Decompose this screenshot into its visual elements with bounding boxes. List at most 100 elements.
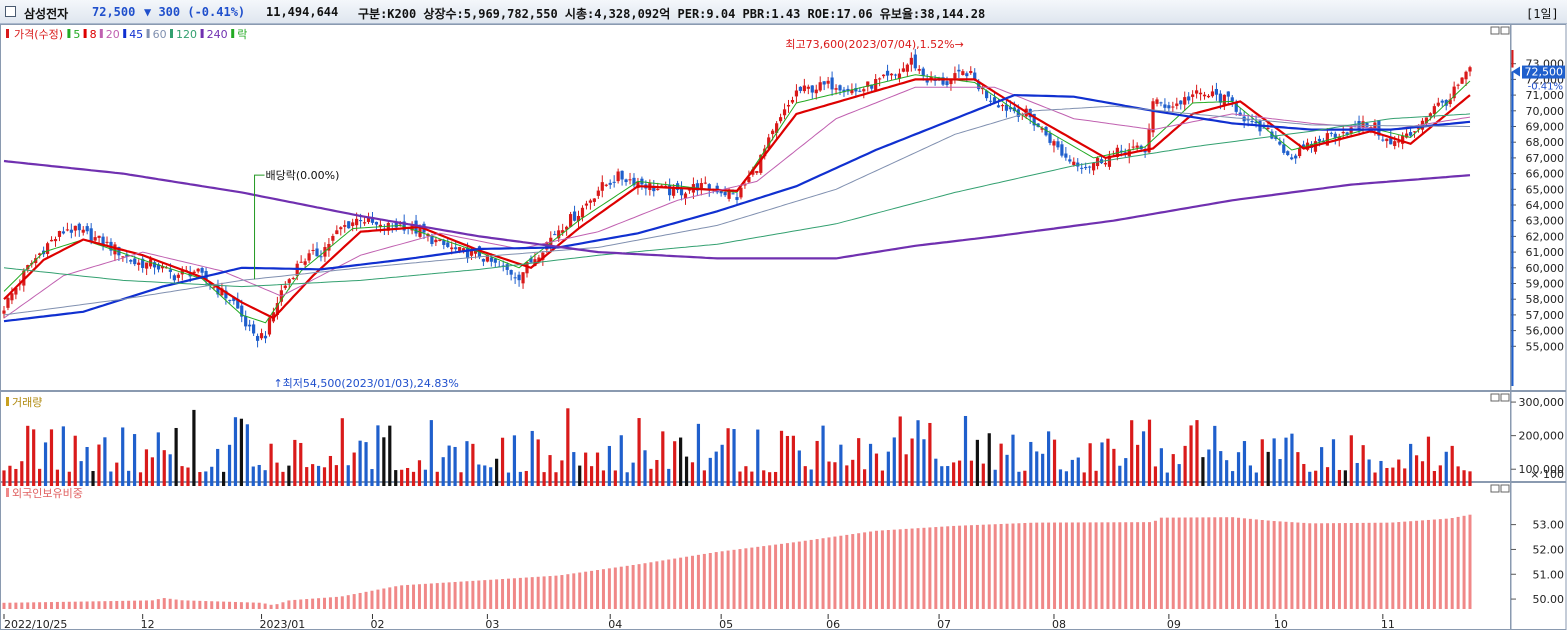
foreign-bar — [1320, 523, 1324, 609]
volume-bar — [1260, 439, 1264, 486]
stock-volume: 11,494,644 — [266, 5, 339, 19]
volume-bar — [601, 470, 606, 486]
candle-body — [129, 259, 133, 262]
volume-bar — [269, 443, 273, 486]
volume-bar — [334, 465, 338, 486]
volume-bar — [1213, 425, 1217, 486]
candle-body — [929, 76, 933, 80]
volume-panel-minimize-icon[interactable] — [1490, 393, 1500, 402]
foreign-bar — [447, 582, 451, 609]
foreign-bar — [1456, 516, 1460, 609]
stock-name[interactable]: 삼성전자 — [24, 7, 69, 21]
candle-body — [624, 179, 628, 183]
candle-body — [141, 258, 145, 268]
candle-body — [632, 177, 636, 186]
candle-body — [636, 181, 640, 189]
foreign-bar — [61, 601, 65, 609]
foreign-bar — [1124, 522, 1128, 609]
candle-body — [786, 104, 791, 107]
foreign-bar — [1432, 519, 1436, 609]
candle-body — [402, 221, 406, 231]
foreign-bar — [785, 543, 789, 609]
volume-bar — [2, 470, 6, 486]
price-tick-label: 66,000 — [1526, 168, 1565, 181]
candle-body — [370, 217, 375, 223]
candle-body — [719, 190, 723, 194]
ma-line-60 — [3, 105, 1470, 316]
foreign-bar — [655, 561, 659, 609]
volume-bar — [26, 425, 30, 486]
candle-body — [687, 189, 692, 191]
foreign-bar — [845, 534, 849, 609]
candle-body — [1468, 67, 1472, 72]
candle-body — [355, 218, 359, 226]
candle-body — [1460, 77, 1464, 84]
volume-bar — [1100, 442, 1104, 486]
volume-bar — [1046, 431, 1051, 486]
candle-body — [1408, 132, 1413, 136]
candle-body — [386, 222, 390, 231]
candle-body — [172, 275, 176, 281]
price-panel-minimize-icon[interactable] — [1490, 26, 1500, 35]
price-tick-label: 69,000 — [1526, 121, 1565, 134]
volume-bar — [690, 462, 695, 486]
foreign-bar — [388, 587, 392, 609]
foreign-bar — [483, 580, 487, 609]
candle-body — [743, 184, 747, 186]
volume-bar — [750, 471, 754, 486]
candle-body — [600, 182, 604, 191]
candle-body — [1214, 88, 1219, 95]
foreign-bar — [174, 599, 178, 609]
foreign-bar — [429, 583, 433, 609]
candle-body — [1341, 132, 1345, 134]
foreign-bar — [1058, 522, 1062, 609]
volume-panel-close-icon[interactable] — [1500, 393, 1510, 402]
foreign-panel-minimize-icon[interactable] — [1490, 484, 1500, 493]
foreign-bar — [673, 558, 677, 609]
volume-bar — [233, 417, 238, 486]
legend-marker — [99, 29, 103, 38]
candle-body — [775, 123, 779, 133]
candle-body — [568, 214, 573, 227]
candle-body — [1048, 133, 1052, 143]
candle-body — [1167, 105, 1171, 109]
volume-bar — [1005, 454, 1009, 486]
candle-body — [652, 186, 656, 192]
volume-bar — [1432, 470, 1436, 486]
header-checkbox-icon[interactable] — [5, 6, 16, 17]
volume-bar — [38, 468, 42, 486]
foreign-panel-close-icon[interactable] — [1500, 484, 1510, 493]
period-selector[interactable]: [1일] — [1526, 7, 1559, 21]
candle-body — [878, 78, 882, 80]
volume-bar — [316, 465, 321, 486]
volume-bar — [744, 466, 748, 486]
candle-body — [1298, 148, 1302, 157]
candle-body — [996, 105, 1001, 108]
candle-body — [493, 258, 497, 263]
volume-bar — [43, 442, 48, 486]
candle-body — [481, 258, 486, 262]
foreign-bar — [1337, 523, 1341, 609]
price-panel-frame — [0, 24, 1511, 391]
x-tick-label: 02 — [370, 618, 384, 630]
candle-body — [220, 288, 224, 296]
price-panel-close-icon[interactable] — [1500, 26, 1510, 35]
foreign-bar — [1302, 522, 1306, 609]
volume-bar — [328, 455, 333, 486]
volume-bar — [572, 452, 576, 486]
candle-body — [1143, 150, 1147, 153]
volume-bar — [898, 416, 902, 486]
candle-body — [679, 187, 684, 196]
volume-bar — [150, 457, 154, 486]
candle-body — [723, 192, 727, 196]
candle-body — [1052, 141, 1056, 146]
candle-body — [703, 182, 707, 184]
volume-bar — [1391, 467, 1395, 486]
foreign-bar — [874, 530, 878, 609]
volume-bar — [922, 439, 926, 486]
foreign-bar — [916, 528, 920, 609]
candle-body — [299, 261, 303, 263]
foreign-bar — [168, 598, 172, 609]
volume-bar — [833, 462, 837, 486]
foreign-bar — [607, 568, 611, 609]
